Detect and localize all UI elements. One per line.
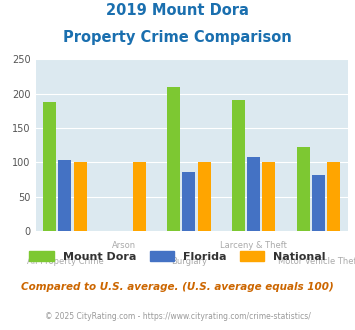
Text: Property Crime Comparison: Property Crime Comparison: [63, 30, 292, 45]
Bar: [182, 172, 195, 231]
Text: 2019 Mount Dora: 2019 Mount Dora: [106, 3, 249, 18]
Bar: [167, 87, 180, 231]
Text: Burglary: Burglary: [171, 257, 207, 266]
Legend: Mount Dora, Florida, National: Mount Dora, Florida, National: [25, 247, 330, 266]
Bar: [133, 162, 146, 231]
Bar: [247, 157, 260, 231]
Text: Compared to U.S. average. (U.S. average equals 100): Compared to U.S. average. (U.S. average …: [21, 282, 334, 292]
Bar: [312, 175, 325, 231]
Bar: [43, 102, 56, 231]
Bar: [198, 162, 211, 231]
Bar: [59, 160, 71, 231]
Bar: [327, 162, 340, 231]
Bar: [297, 147, 310, 231]
Text: Arson: Arson: [112, 241, 136, 250]
Text: Motor Vehicle Theft: Motor Vehicle Theft: [278, 257, 355, 266]
Text: All Property Crime: All Property Crime: [27, 257, 103, 266]
Bar: [262, 162, 275, 231]
Bar: [232, 100, 245, 231]
Text: Larceny & Theft: Larceny & Theft: [220, 241, 287, 250]
Text: © 2025 CityRating.com - https://www.cityrating.com/crime-statistics/: © 2025 CityRating.com - https://www.city…: [45, 312, 310, 321]
Bar: [74, 162, 87, 231]
